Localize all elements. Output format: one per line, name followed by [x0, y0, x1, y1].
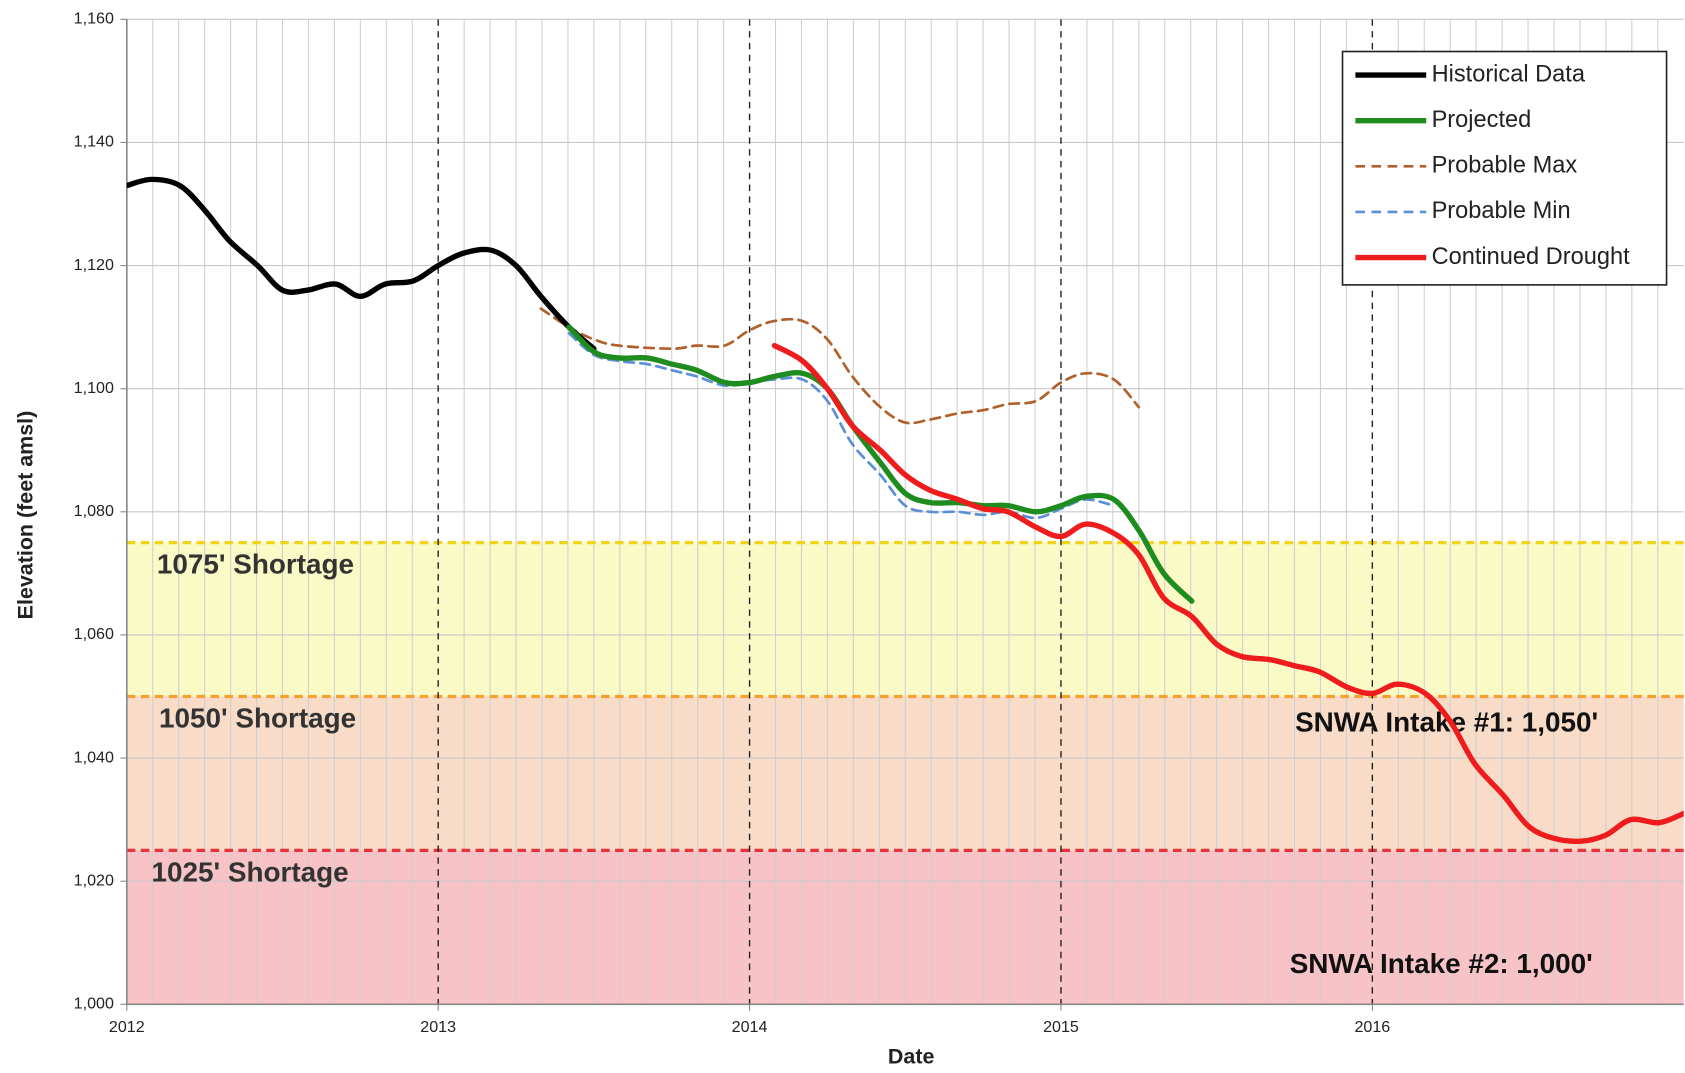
- y-tick-label: 1,020: [74, 871, 114, 889]
- series-line: [126, 176, 597, 352]
- y-tick-label: 1,080: [74, 502, 114, 520]
- annotation: SNWA Intake #2: 1,000': [1290, 948, 1593, 979]
- series-line: [771, 342, 1684, 844]
- legend-label: Historical Data: [1432, 61, 1586, 87]
- y-tick-label: 1,060: [74, 625, 114, 643]
- series-line: [566, 324, 1195, 604]
- zone-label: 1075' Shortage: [157, 549, 354, 580]
- y-tick-label: 1,120: [74, 256, 114, 274]
- x-tick-label: 2013: [420, 1018, 456, 1036]
- zone-label: 1050' Shortage: [159, 702, 356, 733]
- legend-label: Probable Min: [1432, 198, 1571, 224]
- x-tick-label: 2015: [1043, 1018, 1079, 1036]
- x-tick-label: 2012: [109, 1018, 145, 1036]
- legend-box: [1341, 50, 1668, 286]
- legend-label: Projected: [1432, 107, 1532, 133]
- x-tick-label: 2016: [1354, 1018, 1390, 1036]
- x-axis-title: Date: [888, 1045, 935, 1069]
- y-tick-label: 1,000: [74, 995, 114, 1013]
- x-tick-label: 2014: [732, 1018, 768, 1036]
- y-tick-label: 1,040: [74, 748, 114, 766]
- annotation: SNWA Intake #1: 1,050': [1295, 707, 1598, 738]
- y-tick-label: 1,140: [74, 133, 114, 151]
- y-tick-label: 1,100: [74, 379, 114, 397]
- y-tick-label: 1,160: [74, 10, 114, 28]
- series-line: [567, 331, 1116, 520]
- zone-label: 1025' Shortage: [151, 856, 348, 887]
- y-axis-title: Elevation (feet amsl): [14, 411, 38, 620]
- legend-label: Probable Max: [1432, 153, 1578, 179]
- series-line: [539, 307, 1141, 425]
- legend-label: Continued Drought: [1432, 244, 1631, 270]
